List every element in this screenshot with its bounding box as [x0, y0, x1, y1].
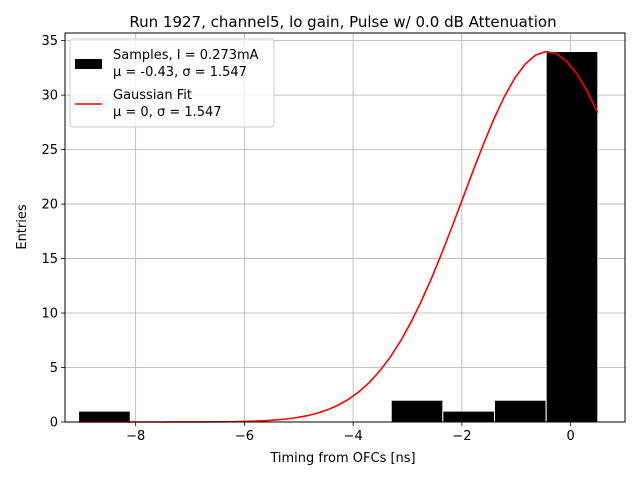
y-tick-label: 10 — [41, 307, 58, 322]
legend-box — [69, 38, 275, 128]
x-tick-label: −6 — [235, 429, 254, 444]
x-axis-label: Timing from OFCs [ns] — [269, 451, 415, 466]
y-tick-label: 15 — [41, 252, 58, 267]
y-tick-label: 30 — [41, 89, 58, 104]
x-tick-label: 0 — [566, 429, 574, 444]
histogram-bar — [442, 410, 496, 423]
plot-frame — [64, 32, 626, 423]
y-tick-label: 25 — [41, 143, 58, 158]
histogram-bar — [390, 399, 444, 423]
x-tick-label: −2 — [452, 429, 471, 444]
legend-label-samples: Samples, I = 0.273mA — [113, 48, 259, 63]
y-tick-label: 0 — [50, 416, 58, 431]
y-tick-label: 35 — [41, 34, 58, 49]
legend-swatch-samples — [75, 59, 102, 69]
y-tick-label: 20 — [41, 198, 58, 213]
x-tick-label: −8 — [126, 429, 145, 444]
x-ticks: −8 −6 −4 −2 0 — [126, 422, 575, 444]
chart-title: Run 1927, channel5, lo gain, Pulse w/ 0.… — [129, 13, 556, 31]
bars — [78, 51, 599, 423]
x-tick-label: −4 — [344, 429, 363, 444]
histogram-bar — [545, 51, 599, 423]
y-axis-label: Entries — [15, 204, 30, 250]
y-tick-label: 5 — [50, 361, 58, 376]
legend-label-fit: Gaussian Fit — [113, 88, 192, 103]
histogram-bar — [78, 410, 131, 423]
legend-stats-fit: μ = 0, σ = 1.547 — [113, 105, 222, 120]
y-ticks: 0 5 10 15 20 25 30 35 — [41, 34, 65, 431]
histogram-bar — [494, 399, 547, 423]
legend: Samples, I = 0.273mA μ = -0.43, σ = 1.54… — [69, 38, 275, 128]
legend-stats-samples: μ = -0.43, σ = 1.547 — [113, 65, 247, 80]
